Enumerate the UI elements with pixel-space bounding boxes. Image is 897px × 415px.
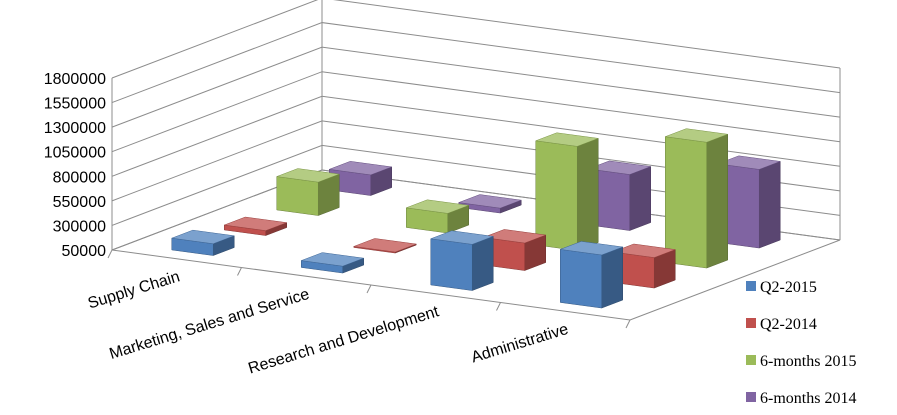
y-tick-label: 1550000 [44,96,106,113]
bar-top [588,160,651,175]
x-tick [366,284,372,294]
bar [301,252,364,274]
bar-top [406,199,469,214]
bar-side [471,235,494,291]
bar-top [483,229,546,244]
legend-item: Q2-2014 [746,316,817,333]
y-tick-label: 1050000 [44,145,106,162]
bar [458,194,522,214]
bar-top [535,132,599,147]
legend-swatch [746,318,756,328]
gridline [111,0,841,79]
gridline [111,22,841,104]
y-tick-label: 1800000 [44,71,106,88]
category-label: Supply Chain [86,268,182,312]
bar [535,132,599,251]
bar-top [458,194,522,209]
bar-top [430,230,494,245]
legend-label: Q2-2014 [760,316,817,333]
x-tick [107,249,113,259]
bar-front [430,238,473,291]
y-tick-label: 50000 [62,243,107,260]
category-label: Administrative [469,321,570,367]
bar [612,243,676,289]
bar-top [171,229,235,245]
bar [406,199,469,234]
y-tick-label: 1300000 [44,120,106,137]
legend-swatch [746,355,756,365]
bar-top [665,128,728,143]
legend-label: Q2-2015 [760,279,817,296]
gridline [111,46,841,128]
legend: Q2-2015 Q2-2014 6-months 2015 6-months 2014 [746,279,856,407]
bar-top [329,161,392,176]
bar-front [665,136,707,269]
bar-side [758,161,781,249]
bar [353,238,417,254]
bar [171,229,235,256]
bar-top [612,243,676,258]
bar-top [717,155,781,170]
legend-item: 6-months 2014 [746,390,856,407]
bar [588,160,651,231]
x-tick [625,319,631,329]
bar-front [535,140,578,251]
x-tick [237,267,242,276]
bar [665,128,728,269]
bar-side [629,166,651,231]
bar [717,155,781,249]
y-tick-label: 550000 [53,194,106,211]
y-tick-label: 800000 [53,169,106,186]
legend-item: Q2-2015 [746,279,817,296]
floor [111,169,841,321]
bars [171,128,781,309]
bar-side [706,133,728,269]
y-tick-labels: 1800000 1550000 1300000 1050000 800000 550000… [44,71,106,260]
y-tick-label: 300000 [53,218,106,235]
gridline [111,71,841,153]
bar [276,168,340,216]
axes [107,0,841,329]
bar-top [560,241,623,256]
bar [224,216,287,236]
legend-label: 6-months 2015 [760,353,856,370]
legend-swatch [746,392,756,402]
bar-top [224,216,287,231]
bar-top [276,168,340,183]
bar-side [601,246,623,309]
category-label: Research and Development [246,303,441,377]
bar-front [560,249,602,309]
bar-side [576,138,599,251]
bar [560,241,623,309]
legend-item: 6-months 2015 [746,353,856,370]
bar-top [353,238,417,253]
x-tick [496,302,501,311]
legend-swatch [746,281,756,291]
legend-label: 6-months 2014 [760,390,856,407]
bar [483,229,546,271]
bar [430,230,494,291]
bar-front [276,176,319,216]
bar-top [301,252,364,267]
